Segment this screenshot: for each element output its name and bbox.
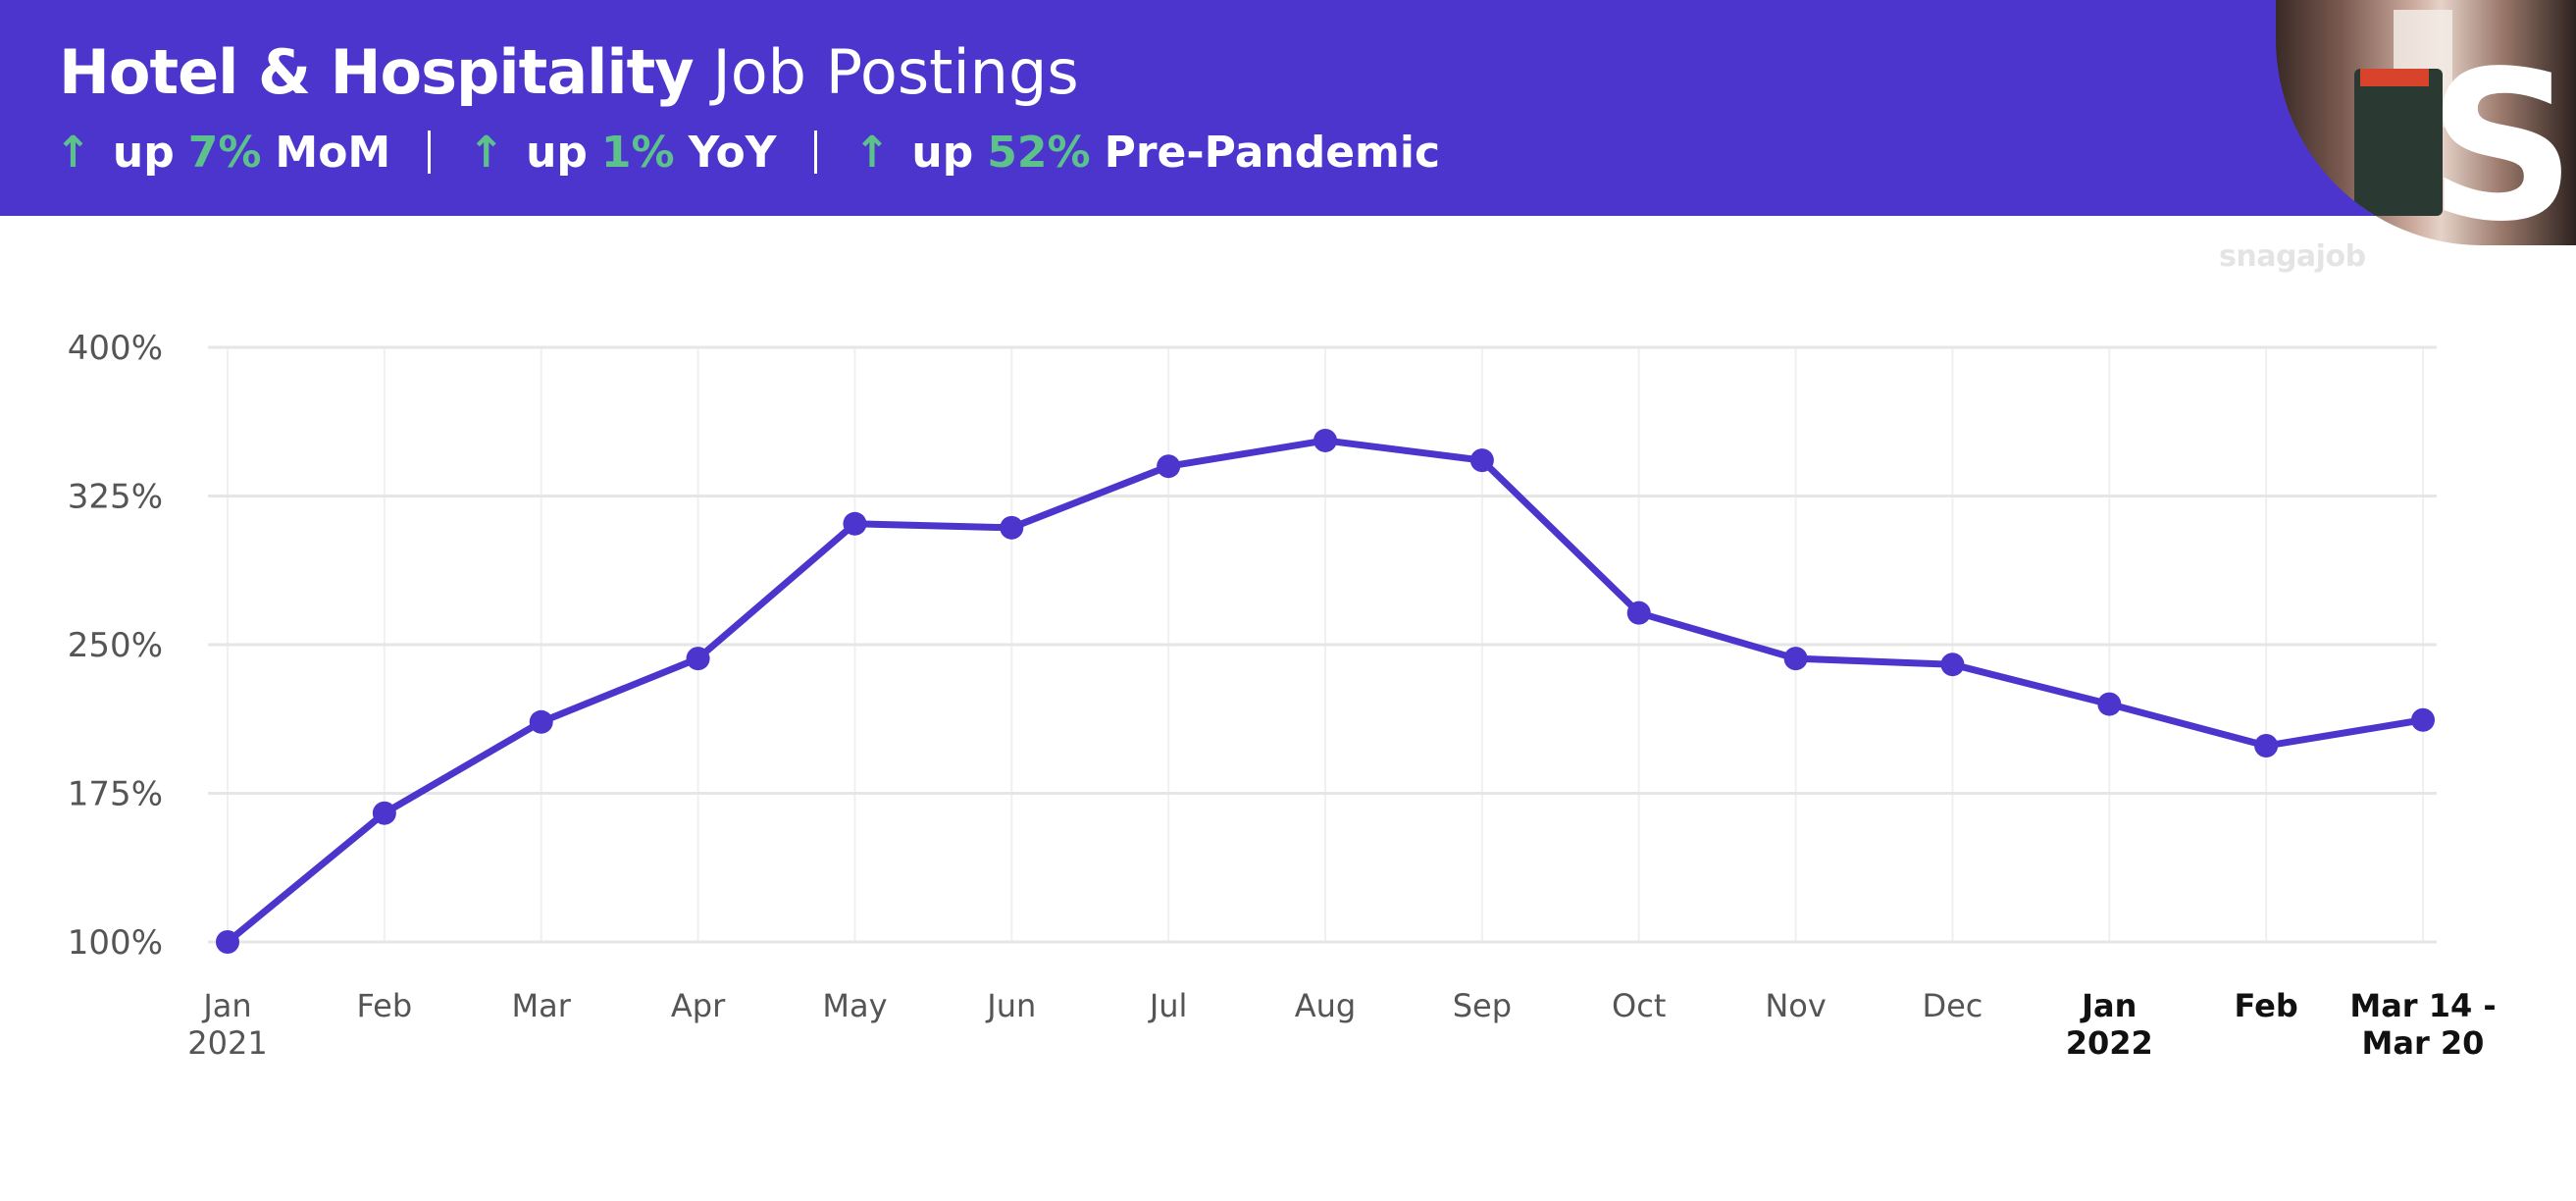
y-tick-label: 250% [68, 626, 163, 665]
x-tick-label-line: Dec [1922, 987, 1983, 1024]
title-bold: Hotel & Hospitality [59, 36, 695, 108]
x-tick-label: May [822, 987, 887, 1024]
stat-pre-pandemic: ↑ up 52% Pre-Pandemic [854, 128, 1441, 178]
data-point [1783, 647, 1808, 671]
y-tick-label: 400% [68, 329, 163, 368]
data-point [216, 930, 239, 954]
title-light: Job Postings [712, 36, 1079, 108]
x-tick-label-line: Aug [1295, 987, 1356, 1024]
y-tick-label: 175% [68, 775, 163, 814]
stats-row: ↑ up 7% MoM ↑ up 1% YoY ↑ up 52% Pre-Pan… [55, 118, 1440, 186]
data-point [529, 709, 553, 734]
grid-layer [208, 345, 2437, 944]
x-tick-label: Jan 2022 [2066, 987, 2153, 1062]
housekeeping-cart-top [2360, 69, 2429, 86]
x-tick-label: Sep [1453, 987, 1512, 1024]
stat-value: 52% [987, 127, 1091, 178]
up-arrow-icon: ↑ [468, 127, 505, 178]
stat-suffix: MoM [275, 127, 391, 178]
data-point [372, 801, 396, 825]
data-point [2411, 707, 2435, 732]
data-point [2254, 734, 2279, 758]
x-tick-label-line: Jul [1148, 987, 1188, 1024]
brand-watermark: snagajob [2219, 239, 2366, 274]
stat-suffix: YoY [688, 127, 777, 178]
data-point [686, 647, 710, 671]
x-tick-label: Mar [512, 987, 572, 1024]
x-tick-label: Oct [1612, 987, 1666, 1024]
y-tick-label: 325% [68, 478, 163, 517]
x-tick-label: Apr [671, 987, 726, 1024]
x-tick-label: Aug [1295, 987, 1356, 1024]
data-point [1157, 454, 1181, 479]
data-point [1000, 515, 1024, 540]
x-tick-label: Nov [1765, 987, 1826, 1024]
up-arrow-icon: ↑ [55, 127, 91, 178]
x-tick-label-line: Nov [1765, 987, 1826, 1024]
x-tick-label-line: Apr [671, 987, 726, 1024]
x-tick-label-line: Jan [2080, 987, 2137, 1024]
x-tick-label-line: Feb [357, 987, 413, 1024]
stat-divider [813, 131, 817, 174]
stat-yoy: ↑ up 1% YoY [468, 128, 776, 178]
data-point [2097, 692, 2122, 716]
stat-suffix: Pre-Pandemic [1104, 127, 1441, 178]
stat-prefix: up [911, 127, 974, 178]
x-tick-label-line: May [822, 987, 887, 1024]
stat-prefix: up [526, 127, 588, 178]
page-title: Hotel & Hospitality Job Postings [59, 33, 1079, 112]
up-arrow-icon: ↑ [853, 127, 891, 178]
x-tick-label-line: Oct [1612, 987, 1666, 1024]
y-tick-label: 100% [68, 923, 163, 963]
housekeeping-cart [2354, 69, 2443, 216]
x-tick-label: Jun [985, 987, 1036, 1024]
stat-divider [428, 131, 432, 174]
x-tick-label-line: Jan [201, 987, 251, 1024]
data-point [1314, 428, 1337, 452]
x-tick-label: Dec [1922, 987, 1983, 1024]
data-point [843, 511, 867, 536]
x-tick-label-line: 2022 [2066, 1024, 2153, 1062]
stat-value: 7% [187, 127, 262, 178]
data-point [1469, 448, 1494, 473]
x-tick-label-line: 2021 [187, 1024, 267, 1062]
x-tick-label: Mar 14 -Mar 20 [2349, 987, 2496, 1062]
stat-value: 1% [600, 127, 675, 178]
data-point [1626, 600, 1651, 625]
series-layer [216, 428, 2435, 954]
x-tick-label: Feb [357, 987, 413, 1024]
x-tick-label-line: Jun [985, 987, 1036, 1024]
header-banner: Hotel & Hospitality Job Postings ↑ up 7%… [0, 0, 2576, 216]
x-tick-label-line: Mar 20 [2362, 1024, 2485, 1062]
x-tick-label: Jul [1148, 987, 1188, 1024]
stat-mom: ↑ up 7% MoM [55, 128, 390, 178]
x-tick-label: Jan 2021 [187, 987, 267, 1062]
x-tick-label-line: Mar 14 - [2349, 987, 2496, 1024]
stat-prefix: up [112, 127, 175, 178]
x-tick-label-line: Sep [1453, 987, 1512, 1024]
snagajob-logo-icon: S [2428, 26, 2576, 267]
x-tick-label-line: Feb [2235, 987, 2298, 1024]
x-tick-label: Feb [2235, 987, 2298, 1024]
data-point [1940, 653, 1965, 677]
x-tick-label-line: Mar [512, 987, 572, 1024]
